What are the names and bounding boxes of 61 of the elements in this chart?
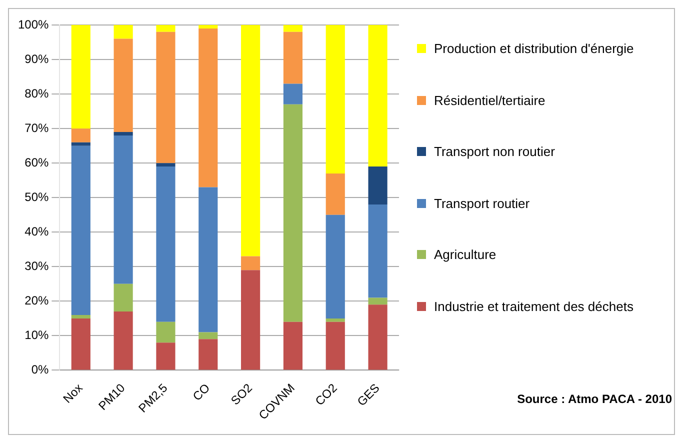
y-tick-label: 60% (24, 155, 50, 170)
legend-label: Industrie et traitement des déchets (434, 298, 634, 315)
bar (71, 142, 90, 146)
bar (368, 25, 388, 167)
bar (241, 270, 260, 370)
bar (198, 25, 218, 28)
bar (71, 128, 90, 142)
bar (283, 25, 303, 32)
bar (114, 312, 133, 370)
bar (156, 163, 176, 167)
bar (283, 322, 303, 370)
bar (198, 339, 218, 370)
legend-label: Agriculture (434, 246, 496, 264)
legend-label: Production et distribution d'énergie (434, 40, 634, 58)
bar (156, 342, 176, 370)
bar (283, 104, 303, 322)
bar (198, 187, 218, 332)
bar (114, 25, 133, 39)
bar (326, 214, 345, 318)
y-tick-label: 80% (24, 86, 50, 100)
bar (71, 25, 90, 129)
legend-label: Résidentiel/tertiaire (434, 92, 546, 109)
x-tick-label: Nox (60, 380, 86, 406)
bar (368, 166, 388, 205)
y-tick-label: 90% (24, 52, 50, 66)
bar (241, 25, 260, 256)
bar (368, 298, 388, 305)
y-tick-label: 50% (24, 190, 50, 204)
bar (156, 25, 176, 32)
y-tick-label: 70% (24, 120, 50, 135)
bar (156, 166, 176, 322)
bar (368, 204, 388, 298)
bar (326, 173, 345, 215)
bar (326, 25, 345, 174)
bar (283, 32, 303, 84)
bar (114, 132, 133, 136)
y-tick-label: 10% (24, 328, 50, 342)
bar (198, 28, 218, 188)
y-tick-label: 30% (24, 258, 50, 273)
bar (156, 32, 176, 164)
legend-label: Transport non routier (434, 143, 555, 160)
bar (156, 322, 176, 343)
bar (71, 146, 90, 315)
bar (283, 84, 303, 104)
bar (326, 322, 345, 370)
y-tick-label: 20% (24, 294, 50, 308)
source-note: Source : Atmo PACA - 2010 (516, 392, 672, 406)
y-tick-label: 40% (24, 224, 50, 238)
bar (114, 284, 133, 312)
y-tick-label: 100% (18, 17, 50, 32)
bar (368, 304, 388, 370)
bar (114, 135, 133, 284)
bar (326, 318, 345, 322)
x-tick-label: CO (190, 380, 213, 404)
legend-label: Transport routier (434, 194, 530, 212)
bar (198, 332, 218, 340)
bar (71, 314, 90, 318)
y-tick-label: 0% (31, 362, 50, 377)
bar (241, 256, 260, 270)
bar (71, 318, 90, 370)
bar (114, 38, 133, 132)
